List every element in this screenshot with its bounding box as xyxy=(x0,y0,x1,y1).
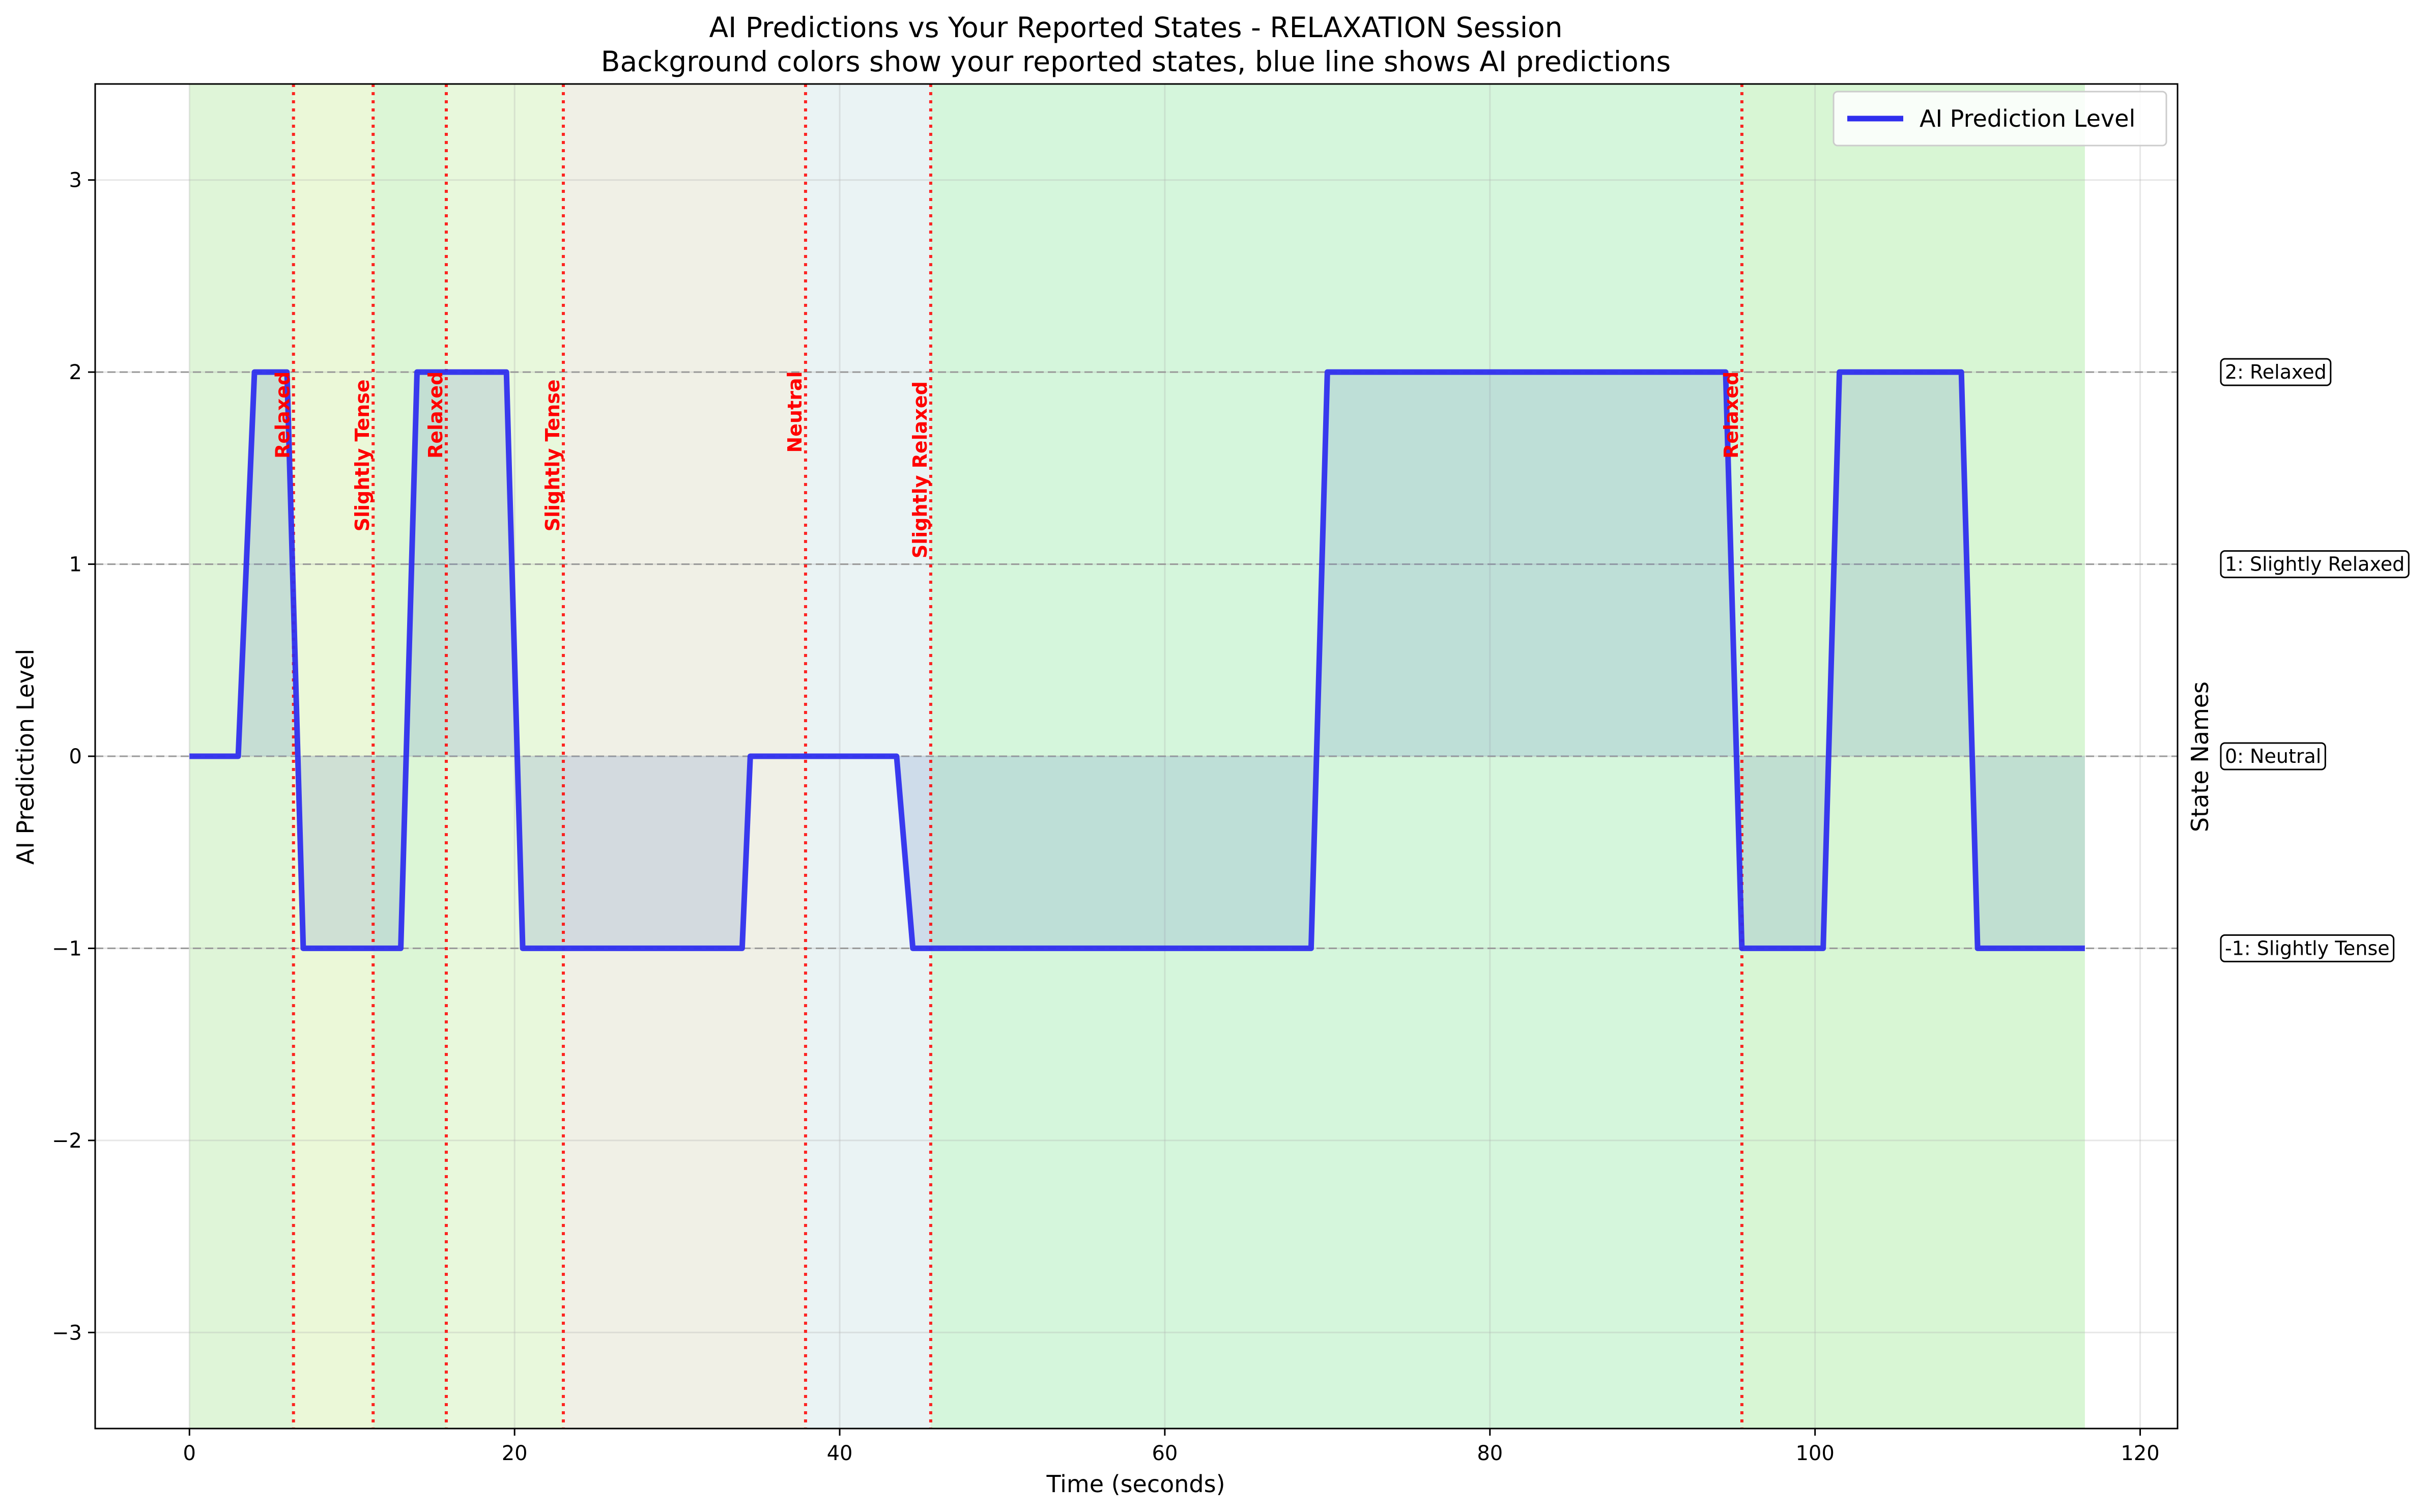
x-tick-label: 20 xyxy=(502,1442,528,1465)
y-tick-label: −2 xyxy=(52,1129,82,1153)
state-change-label: Slightly Tense xyxy=(351,379,374,531)
y-tick-label: 3 xyxy=(69,169,82,192)
state-change-label: Relaxed xyxy=(424,372,447,459)
state-name-box xyxy=(2220,550,2410,579)
state-change-label: Slightly Relaxed xyxy=(909,381,931,558)
state-names-label: State Names xyxy=(2186,681,2214,832)
state-name-box xyxy=(2220,742,2326,771)
plot-area: Relaxed Slightly Tense Relaxed Slightly Ten… xyxy=(52,83,2410,1465)
state-change-label: Neutral xyxy=(784,371,806,452)
state-name-label: 2: Relaxed xyxy=(2225,361,2327,383)
x-tick-label: 120 xyxy=(2121,1442,2159,1465)
x-axis-label: Time (seconds) xyxy=(1046,1470,1225,1498)
state-name-label: 1: Slightly Relaxed xyxy=(2225,553,2405,576)
state-name-label: 0: Neutral xyxy=(2225,745,2321,767)
state-change-label: Relaxed xyxy=(1720,372,1742,459)
prediction-area xyxy=(189,372,2085,949)
legend: AI Prediction Level xyxy=(1833,91,2167,147)
prediction-line xyxy=(189,369,2085,951)
y-tick-label: 1 xyxy=(69,553,82,577)
x-tick-label: 80 xyxy=(1477,1442,1503,1465)
plot-inner: Relaxed Slightly Tense Relaxed Slightly Ten… xyxy=(95,84,2178,1429)
state-name-box xyxy=(2220,358,2332,386)
x-tick-label: 100 xyxy=(1795,1442,1834,1465)
state-name-box xyxy=(2220,934,2395,962)
y-tick-label: 0 xyxy=(69,745,82,768)
chart-subtitle: Background colors show your reported sta… xyxy=(601,45,1671,78)
y-tick-label: −1 xyxy=(52,937,82,960)
state-region xyxy=(373,84,446,1429)
x-tick-label: 40 xyxy=(827,1442,853,1465)
legend-label: AI Prediction Level xyxy=(1920,105,2135,132)
state-name-label: -1: Slightly Tense xyxy=(2225,937,2390,959)
state-change-label: Relaxed xyxy=(272,372,294,459)
y-tick-label: 2 xyxy=(69,361,82,384)
x-tick-label: 60 xyxy=(1152,1442,1178,1465)
y-tick-label: −3 xyxy=(52,1321,82,1345)
x-tick-label: 0 xyxy=(183,1442,196,1465)
legend-box xyxy=(1833,91,2167,147)
state-change-label: Slightly Tense xyxy=(541,379,564,531)
chart-title: AI Predictions vs Your Reported States -… xyxy=(709,11,1563,44)
y-axis-label: AI Prediction Level xyxy=(12,649,39,865)
